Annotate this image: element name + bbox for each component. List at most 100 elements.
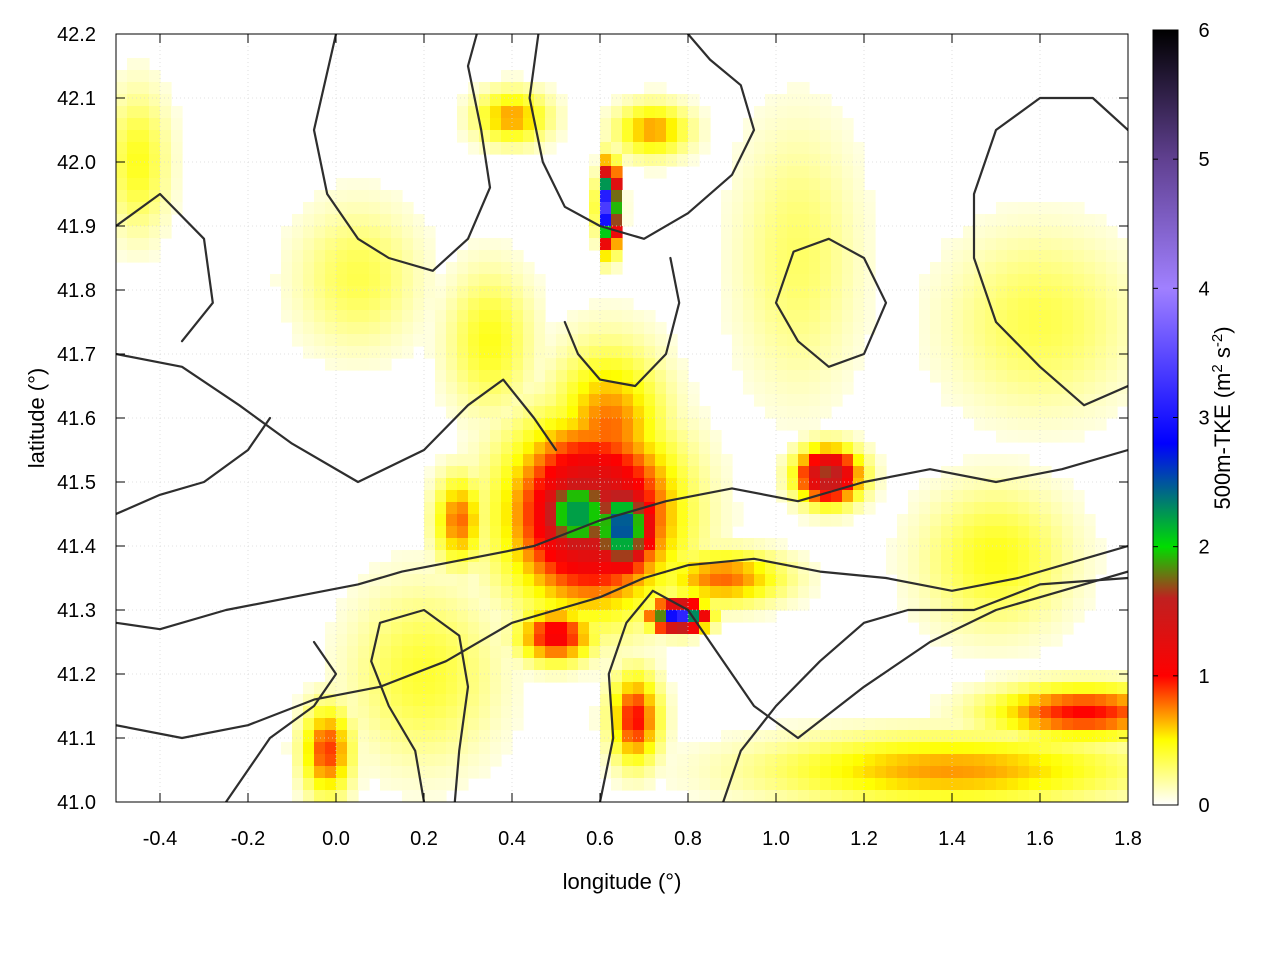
tke-cell [1007,526,1019,539]
tke-cell [864,754,876,767]
tke-cell [1062,214,1074,227]
tke-cell [787,478,799,491]
tke-cell [611,622,623,635]
tke-cell [545,622,557,635]
tke-cell [908,598,920,611]
tke-cell [941,370,953,383]
tke-cell [391,634,403,647]
tke-cell [655,358,667,371]
tke-cell [985,586,997,599]
tke-cell [721,778,733,791]
tke-cell [765,538,777,551]
tke-cell [1073,526,1085,539]
tke-cell [633,370,645,383]
tke-cell [666,742,678,755]
tke-cell [831,286,843,299]
tke-cell [314,790,326,802]
tke-cell [1007,730,1019,743]
tke-cell [688,94,700,107]
tke-cell [963,526,975,539]
tke-cell [490,586,502,599]
tke-cell [930,778,942,791]
tke-cell [589,514,601,527]
tke-cell [743,214,755,227]
tke-cell [435,466,447,479]
tke-cell [787,406,799,419]
tke-cell [644,130,656,143]
tke-cell [985,730,997,743]
tke-cell [677,622,689,635]
tke-cell [1084,310,1096,323]
tke-cell [853,442,865,455]
tke-cell [468,370,480,383]
tke-cell [512,502,524,515]
tke-cell [974,610,986,623]
tke-cell [402,754,414,767]
tke-cell [688,610,700,623]
tke-cell [985,634,997,647]
tke-cell [501,286,513,299]
tke-cell [809,142,821,155]
tke-cell [1062,526,1074,539]
tke-cell [919,322,931,335]
tke-cell [633,670,645,683]
tke-cell [402,742,414,755]
tke-cell [919,754,931,767]
tke-cell [1051,346,1063,359]
tke-cell [1018,562,1030,575]
tke-cell [721,310,733,323]
tke-cell [787,442,799,455]
tke-cell [479,526,491,539]
tke-cell [589,178,601,191]
tke-cell [127,214,139,227]
tke-cell [1117,370,1128,383]
tke-cell [281,226,293,239]
tke-cell [270,274,282,287]
tke-cell [1029,766,1041,779]
tke-cell [765,154,777,167]
tke-cell [567,322,579,335]
tke-cell [644,550,656,563]
tke-cell [963,694,975,707]
tke-cell [578,670,590,683]
tke-cell [952,598,964,611]
tke-cell [886,790,898,802]
tke-cell [116,190,128,203]
tke-cell [468,490,480,503]
tke-cell [963,730,975,743]
tke-cell [127,106,139,119]
tke-cell [952,262,964,275]
tke-cell [842,190,854,203]
tke-cell [611,694,623,707]
tke-cell [314,334,326,347]
tke-cell [1062,610,1074,623]
tke-cell [501,322,513,335]
tke-cell [490,634,502,647]
tke-cell [1029,586,1041,599]
tke-cell [1073,718,1085,731]
tke-cell [1073,358,1085,371]
tke-cell [787,298,799,311]
tke-cell [1029,226,1041,239]
tke-cell [325,226,337,239]
tke-cell [578,310,590,323]
tke-cell [391,598,403,611]
tke-cell [567,562,579,575]
tke-cell [831,490,843,503]
tke-cell [336,358,348,371]
tke-cell [644,370,656,383]
tke-cell [501,298,513,311]
tke-cell [776,466,788,479]
tke-cell [545,382,557,395]
tke-cell [490,322,502,335]
tke-cell [688,466,700,479]
tke-cell [809,586,821,599]
tke-cell [798,790,810,802]
tke-cell [776,406,788,419]
tke-cell [985,490,997,503]
tke-cell [996,226,1008,239]
tke-cell [930,718,942,731]
tke-cell [171,106,183,119]
tke-cell [996,646,1008,659]
tke-cell [996,334,1008,347]
